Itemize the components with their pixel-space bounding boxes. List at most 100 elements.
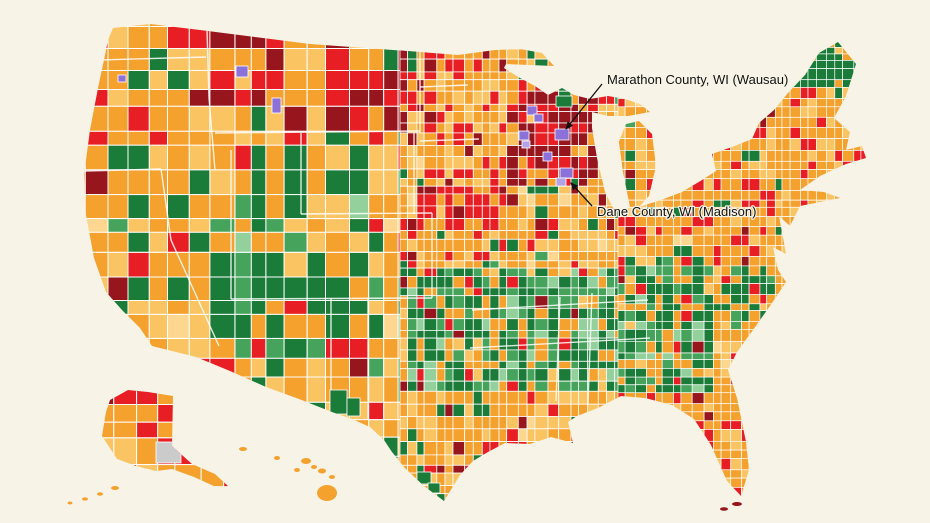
- county: [578, 205, 589, 219]
- county: [265, 218, 285, 233]
- county: [570, 318, 579, 331]
- county: [498, 368, 508, 382]
- county: [655, 226, 663, 236]
- county: [534, 122, 549, 134]
- county: [498, 287, 508, 297]
- county: [597, 230, 607, 240]
- county: [188, 130, 211, 146]
- county: [834, 68, 843, 81]
- county: [578, 368, 589, 382]
- county: [748, 245, 761, 257]
- county: [423, 58, 438, 73]
- county: [167, 218, 190, 233]
- county: [498, 416, 508, 430]
- county: [558, 337, 572, 351]
- county: [436, 251, 446, 262]
- county: [570, 156, 579, 170]
- county: [713, 368, 722, 378]
- county: [713, 275, 722, 284]
- county: [816, 127, 827, 139]
- county: [423, 360, 438, 370]
- county: [558, 349, 572, 362]
- county: [534, 185, 549, 195]
- county: [368, 231, 385, 253]
- county: [283, 313, 308, 339]
- county: [481, 132, 491, 146]
- county: [597, 275, 607, 289]
- county: [624, 275, 636, 284]
- county: [624, 340, 636, 354]
- county: [250, 231, 267, 253]
- county: [800, 116, 809, 128]
- county: [759, 169, 767, 180]
- county: [368, 300, 385, 315]
- county: [834, 87, 843, 99]
- county: [306, 231, 327, 253]
- county: [655, 384, 663, 394]
- county: [452, 368, 466, 382]
- county: [713, 245, 722, 257]
- marathon-county: [554, 128, 570, 141]
- county: [635, 368, 647, 378]
- highlight-county: [526, 105, 538, 116]
- county: [534, 230, 549, 240]
- county: [597, 390, 607, 405]
- county: [720, 440, 732, 451]
- county: [517, 416, 528, 430]
- county: [167, 70, 190, 90]
- county: [498, 329, 508, 339]
- county: [748, 256, 761, 267]
- county: [703, 226, 714, 236]
- county: [407, 380, 418, 392]
- county: [452, 205, 466, 219]
- county: [436, 238, 446, 252]
- county: [250, 194, 267, 220]
- county: [635, 234, 647, 247]
- county: [481, 156, 491, 170]
- county: [399, 58, 408, 73]
- county: [306, 276, 327, 301]
- dane-county-arrow: [570, 182, 593, 207]
- county: [703, 392, 714, 405]
- county: [646, 265, 656, 277]
- county: [759, 226, 767, 236]
- county: [423, 416, 438, 430]
- county: [127, 194, 150, 220]
- county: [730, 411, 742, 422]
- county: [547, 193, 560, 207]
- county: [774, 169, 783, 180]
- county: [730, 429, 742, 442]
- county: [399, 185, 408, 195]
- county: [517, 185, 528, 195]
- county: [766, 216, 776, 228]
- county: [423, 368, 438, 382]
- county: [436, 156, 446, 170]
- county: [325, 300, 350, 315]
- county: [635, 256, 647, 267]
- county: [399, 441, 408, 456]
- county: [127, 144, 150, 171]
- county: [673, 384, 682, 394]
- county: [452, 295, 466, 309]
- county: [661, 310, 674, 322]
- county: [416, 318, 425, 331]
- county: [661, 234, 674, 247]
- county: [774, 116, 783, 128]
- county: [597, 318, 607, 331]
- county: [498, 238, 508, 252]
- county: [517, 238, 528, 252]
- county: [597, 218, 607, 232]
- county: [325, 70, 350, 90]
- county: [368, 169, 385, 196]
- county: [250, 300, 267, 315]
- county: [558, 380, 572, 392]
- county: [489, 132, 500, 146]
- county: [416, 454, 425, 466]
- county: [436, 337, 446, 351]
- county: [720, 178, 732, 191]
- county: [464, 58, 474, 73]
- county: [464, 71, 474, 81]
- county: [399, 260, 408, 269]
- county: [534, 238, 549, 252]
- county: [578, 337, 589, 351]
